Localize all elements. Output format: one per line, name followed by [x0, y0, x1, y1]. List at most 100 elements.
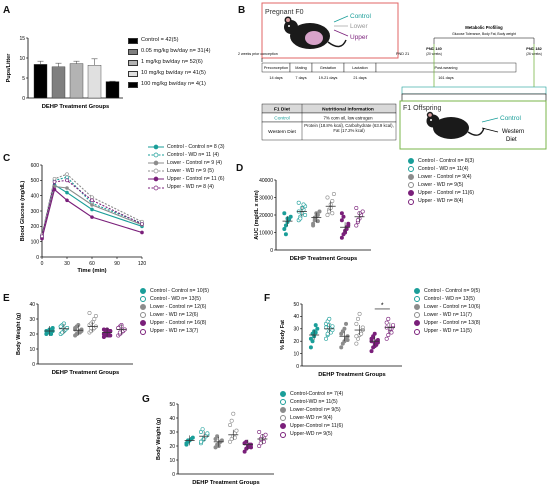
panel-c-x-tick-label: 0 — [41, 261, 44, 267]
panel-f-point — [357, 311, 362, 316]
dose-label-control: Control — [350, 13, 372, 20]
panel-d-y-axis-label: AUC (mg/dL x min) — [254, 190, 260, 240]
panel-e-point — [60, 330, 65, 335]
panel-c-y-tick-label: 200 — [31, 224, 40, 230]
panel-b-study-design: Pregnant F0 Control Lower Upper 2 weeks … — [238, 2, 547, 150]
panel-d-legend-item: Control - Control n= 8(3) — [408, 157, 474, 165]
panel-a-y-axis-label: Pups/Litter — [6, 53, 12, 83]
offspring-label-control: Control — [500, 115, 522, 122]
panel-e-legend-marker — [140, 288, 146, 295]
panel-d: D 0 10000 20000 30000 40000 AUC (mg/dL x min)… — [236, 157, 550, 285]
panel-c-y-axis-label: Blood Glucose (mg/dL) — [20, 181, 26, 242]
panel-f-legend-text: Lower - WD n= 11(7) — [424, 312, 472, 319]
panel-g-point — [190, 435, 195, 440]
panel-g-legend-marker — [280, 399, 286, 406]
panel-e-scatter-chart: 0 10 20 30 40 Body Weight (g) DEHP Treatment G… — [16, 302, 133, 376]
dose-arrow-upper — [333, 29, 349, 37]
panel-e-legend-marker — [140, 304, 146, 311]
panel-d-legend-marker — [408, 190, 414, 197]
prior-conception-label: 2 weeks prior conception — [238, 52, 278, 56]
diet-row-wd-name: Western Diet — [268, 129, 296, 135]
pregnant-mouse-icon — [284, 16, 347, 49]
panel-d-point — [296, 200, 301, 205]
panel-g-point — [231, 411, 236, 416]
panel-d-point — [288, 214, 293, 219]
panel-e-legend-marker — [140, 328, 146, 335]
panel-f-legend-text: Upper - Control n= 13(8) — [424, 320, 481, 327]
panel-d-y-tick-label: 0 — [270, 248, 273, 254]
panel-c-legend-text: Lower - WD n= 9 (5) — [167, 168, 214, 175]
panel-d-point — [282, 227, 287, 232]
panel-a-bar — [33, 64, 48, 99]
panel-f-legend-marker — [414, 288, 420, 295]
timeline-duration-label: 14 days — [269, 76, 282, 80]
panel-d-x-axis-label: DEHP Treatment Groups — [290, 256, 358, 262]
panel-c-point — [140, 222, 144, 226]
panel-g-point — [263, 432, 268, 437]
panel-g-legend: Control-Control n= 7(4) Control-WD n= 11(… — [280, 390, 343, 439]
panel-g-legend-text: Control-Control n= 7(4) — [290, 391, 344, 397]
panel-f-y-tick-label: 20 — [293, 339, 299, 345]
panel-f-legend-text: Control - WD n= 13(5) — [424, 296, 475, 303]
panel-e-legend-item: Lower - WD n= 12(6) — [140, 311, 209, 319]
panel-d-legend-item: Upper - Control n= 11(6) — [408, 189, 474, 197]
panel-g-legend-item: Lower-WD n= 9(4) — [280, 414, 343, 422]
panel-c-y-tick-label: 0 — [36, 255, 39, 261]
panel-c-y-tick-label: 100 — [31, 239, 40, 245]
panel-f-point — [327, 316, 332, 321]
diet-header-col1: F1 Diet — [274, 107, 290, 113]
panel-c-legend-item: Lower - WD n= 9 (5) — [148, 167, 225, 175]
panel-a-y-tick-label: 0 — [22, 96, 25, 102]
panel-d-point — [330, 198, 335, 203]
timeline-stage-label: Lactation — [352, 66, 367, 70]
panel-d-point — [339, 218, 344, 223]
panel-g-legend-marker — [280, 423, 286, 430]
panel-e-legend-item: Control - WD n= 13(5) — [140, 295, 209, 303]
diet-arrow-wd — [481, 127, 499, 133]
panel-a-legend-item: 0.05 mg/kg bw/day n= 31(4) — [128, 46, 211, 57]
panel-g-legend-text: Lower-WD n= 9(4) — [290, 415, 333, 422]
panel-d-point — [339, 235, 344, 240]
panel-d-y-tick-label: 20000 — [259, 213, 273, 219]
panel-g-y-tick-label: 30 — [169, 430, 175, 436]
panel-c-y-tick-label: 400 — [31, 193, 40, 199]
panel-g-legend-item: Control-WD n= 11(5) — [280, 398, 343, 406]
panel-f-x-axis-label: DEHP Treatment Groups — [318, 372, 386, 378]
panel-c-legend-item: Upper - WD n= 8 (4) — [148, 183, 225, 191]
pregnant-f0-title: Pregnant F0 — [265, 9, 304, 16]
panel-f-point — [386, 332, 391, 337]
panel-c-x-tick-label: 60 — [89, 261, 95, 267]
panel-a-y-tick-label: 10 — [19, 56, 25, 62]
panel-e-legend-item: Control - Control n= 10(5) — [140, 287, 209, 295]
panel-d-legend-item: Lower - Control n= 9(4) — [408, 173, 474, 181]
panel-g-point — [198, 439, 203, 444]
panel-b: B Pregnant F0 Control Lower Upper 2 week… — [236, 0, 550, 150]
timeline-stage-label: Mating — [295, 66, 306, 70]
panel-c-point — [65, 198, 69, 203]
panel-f-point — [386, 316, 391, 321]
panel-a-y-tick-label: 15 — [19, 36, 25, 42]
panel-g-point — [205, 431, 210, 436]
timeline-stage-label: Post-weaning — [434, 66, 457, 70]
panel-c-legend-marker — [148, 160, 164, 166]
panel-d-point — [282, 211, 287, 216]
panel-d-point — [298, 216, 303, 221]
panel-c-legend-marker — [148, 144, 164, 150]
panel-g-point — [215, 434, 220, 439]
panel-d-point — [354, 223, 359, 228]
f1-offspring-title: F1 Offspring — [403, 105, 441, 112]
panel-e-y-tick-label: 0 — [32, 362, 35, 368]
panel-g-point — [261, 439, 266, 444]
panel-f-scatter-chart: 0 10 20 30 40 50 % Body Fat DEHP Treatment Grou… — [280, 302, 402, 378]
panel-d-y-tick-label: 10000 — [259, 230, 273, 236]
panel-f-legend-marker — [414, 296, 420, 303]
panel-f-point — [345, 337, 350, 342]
panel-d-point — [315, 219, 320, 224]
panel-g-legend-item: Upper-WD n= 9(5) — [280, 430, 343, 438]
timeline-stage-label: Gestation — [320, 66, 336, 70]
panel-f-point — [313, 323, 318, 328]
panel-e-point — [58, 324, 63, 329]
panel-g-point — [234, 428, 239, 433]
panel-g-x-axis-label: DEHP Treatment Groups — [192, 480, 260, 486]
timeline-duration-label: 161 days — [438, 76, 454, 80]
